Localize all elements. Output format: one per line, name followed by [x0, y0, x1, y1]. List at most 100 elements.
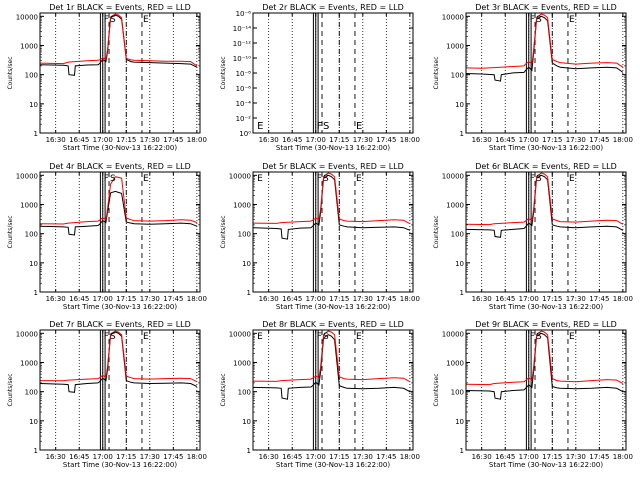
y-tick-label: 1 — [247, 289, 251, 297]
event-marker-f: F — [530, 174, 535, 184]
x-tick-label: 17:15 — [116, 136, 136, 144]
x-tick-label: 16:45 — [69, 136, 89, 144]
x-tick-label: 18:00 — [187, 453, 207, 461]
x-tick-label: 17:30 — [353, 453, 373, 461]
x-tick-label: 16:30 — [46, 295, 66, 303]
x-tick-label: 16:30 — [472, 295, 492, 303]
lld-series-line — [466, 172, 624, 226]
x-tick-label: 17:15 — [329, 453, 349, 461]
y-tick-label: 10000 — [442, 13, 464, 21]
y-tick-label: 1 — [34, 447, 38, 455]
y-tick-label: 10 — [455, 260, 464, 268]
plot-frame — [465, 12, 627, 134]
x-tick-label: 17:45 — [376, 453, 396, 461]
plot-frame — [39, 329, 201, 451]
panel-det-7: Det 7r BLACK = Events, RED = LLD 16:30 16:… — [7, 320, 207, 469]
x-tick-label: 17:45 — [589, 136, 609, 144]
y-axis-label: Counts/sec — [433, 56, 440, 89]
x-tick-label: 17:30 — [566, 295, 586, 303]
y-tick-label: 1 — [34, 130, 38, 138]
x-tick-label: 18:00 — [187, 136, 207, 144]
event-marker-e: E — [143, 174, 149, 184]
x-tick-label: 17:15 — [329, 295, 349, 303]
lld-series-line — [40, 330, 198, 383]
events-series-line — [40, 190, 198, 236]
event-marker-s: S — [110, 174, 116, 184]
x-tick-label: 16:45 — [282, 295, 302, 303]
y-axis-label: Counts/sec — [7, 373, 14, 406]
panel-det-1: Det 1r BLACK = Events, RED = LLD 16:30 16:… — [7, 3, 207, 152]
x-tick-label: 17:15 — [542, 453, 562, 461]
panel-title: Det 2r BLACK = Events, RED = LLD — [262, 3, 404, 12]
panel-det-9: Det 9r BLACK = Events, RED = LLD 16:30 16:… — [433, 320, 633, 469]
y-tick-label: 10⁻¹² — [233, 40, 251, 48]
lld-series-line — [40, 176, 198, 225]
x-tick-label: 17:00 — [306, 453, 326, 461]
y-tick-label: 1000 — [20, 201, 38, 209]
y-tick-label: 10⁻⁶ — [236, 10, 252, 18]
x-tick-label: 17:00 — [306, 136, 326, 144]
y-tick-label: 100 — [238, 389, 251, 397]
y-tick-label: 1 — [460, 289, 464, 297]
x-tick-label: 17:15 — [542, 136, 562, 144]
y-tick-label: 10⁰ — [239, 130, 251, 138]
y-axis-label: Counts/sec — [220, 373, 227, 406]
x-tick-label: 18:00 — [187, 295, 207, 303]
x-tick-label: 16:30 — [259, 136, 279, 144]
x-tick-label: 17:00 — [519, 295, 539, 303]
y-tick-label: 10000 — [16, 330, 38, 338]
x-tick-label: 17:30 — [353, 295, 373, 303]
x-tick-label: 17:00 — [306, 295, 326, 303]
events-series-line — [40, 14, 198, 76]
x-tick-label: 16:30 — [46, 136, 66, 144]
x-axis-label: Start Time (30-Nov-13 16:22:00) — [63, 461, 177, 469]
x-axis-label: Start Time (30-Nov-13 16:22:00) — [276, 144, 390, 152]
event-marker-e: E — [257, 332, 263, 342]
event-marker-f: F — [317, 174, 322, 184]
panel-title: Det 9r BLACK = Events, RED = LLD — [475, 320, 617, 329]
y-tick-label: 1 — [247, 447, 251, 455]
lld-series-line — [253, 330, 411, 383]
event-marker-f: F — [104, 15, 109, 25]
event-marker-s: S — [323, 332, 329, 342]
y-tick-label: 10⁻⁴ — [236, 100, 252, 108]
event-marker-e: E — [143, 332, 149, 342]
lld-series-line — [253, 172, 411, 225]
y-tick-label: 10 — [29, 260, 38, 268]
x-tick-label: 16:30 — [472, 453, 492, 461]
x-axis-label: Start Time (30-Nov-13 16:22:00) — [489, 144, 603, 152]
event-marker-f: F — [104, 174, 109, 184]
event-marker-s: S — [536, 174, 542, 184]
x-tick-label: 17:45 — [376, 295, 396, 303]
event-marker-e: E — [257, 121, 263, 132]
events-series-line — [466, 15, 624, 82]
x-tick-label: 16:45 — [69, 453, 89, 461]
x-tick-label: 18:00 — [400, 453, 420, 461]
event-marker-e: E — [569, 332, 575, 342]
y-tick-label: 10⁻¹⁰ — [233, 55, 251, 63]
event-marker-e: E — [569, 15, 575, 25]
y-tick-label: 10000 — [16, 13, 38, 21]
panel-det-5: Det 5r BLACK = Events, RED = LLD 16:30 16:… — [220, 162, 420, 311]
x-tick-label: 18:00 — [613, 453, 633, 461]
event-marker-s: S — [536, 332, 542, 342]
y-tick-label: 10000 — [442, 172, 464, 180]
y-tick-label: 10000 — [16, 172, 38, 180]
event-marker-f: F — [317, 332, 322, 342]
y-tick-label: 10 — [29, 418, 38, 426]
plot-frame — [252, 12, 414, 134]
x-axis-label: Start Time (30-Nov-13 16:22:00) — [489, 303, 603, 311]
x-tick-label: 16:45 — [282, 136, 302, 144]
x-axis-label: Start Time (30-Nov-13 16:22:00) — [63, 144, 177, 152]
y-axis-label: Counts/sec — [433, 215, 440, 248]
event-marker-f: F — [317, 121, 323, 132]
x-tick-label: 18:00 — [613, 136, 633, 144]
event-marker-f: F — [530, 15, 535, 25]
plot-frame — [252, 171, 414, 293]
y-axis-label: Counts/sec — [7, 215, 14, 248]
panel-det-8: Det 8r BLACK = Events, RED = LLD 16:30 16:… — [220, 320, 420, 469]
plot-frame — [252, 329, 414, 451]
y-tick-label: 1000 — [446, 359, 464, 367]
y-tick-label: 100 — [451, 72, 464, 80]
